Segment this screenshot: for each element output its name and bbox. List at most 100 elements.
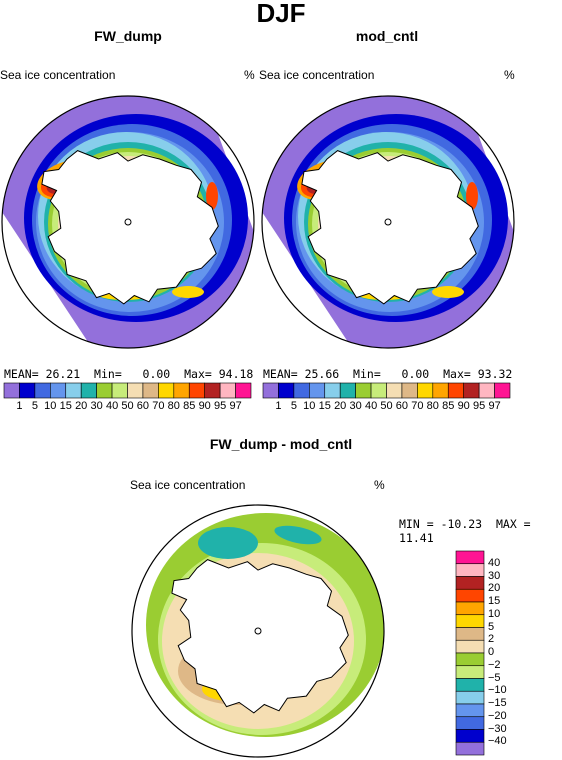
- colorbar-swatch-10: [417, 382, 434, 399]
- colorbar-swatch-9: [142, 382, 159, 399]
- panel1-min-label: Min=: [94, 367, 122, 381]
- colorbar-swatch-11: [173, 382, 190, 399]
- antarctica-continent: [41, 150, 219, 305]
- south-pole-marker: [124, 218, 132, 226]
- panel3-colorbar: [455, 550, 485, 756]
- panel2-map: [262, 96, 514, 348]
- colorbar-swatch-15: [494, 382, 511, 399]
- panel1-min-value: 0.00: [142, 367, 171, 381]
- panel1-max-label: Max=: [184, 367, 212, 381]
- colorbar-swatch-13: [204, 382, 221, 399]
- panel1-colorbar: [3, 382, 252, 399]
- colorbar-swatch-7: [111, 382, 128, 399]
- panel1-mean-label: MEAN=: [4, 367, 39, 381]
- colorbar-swatch-0: [455, 550, 485, 565]
- colorbar-tick-label: 30: [90, 400, 103, 412]
- colorbar-tick-label: 10: [303, 400, 316, 412]
- colorbar-swatch-7: [455, 639, 485, 654]
- colorbar-tick-label: −5: [488, 671, 501, 684]
- colorbar-tick-label: 20: [488, 582, 501, 595]
- colorbar-swatch-12: [188, 382, 205, 399]
- colorbar-tick-label: 15: [488, 595, 501, 607]
- colorbar-tick-label: 5: [488, 620, 495, 633]
- ice-patch-80pct-east: [432, 286, 464, 298]
- colorbar-tick-label: 50: [380, 400, 393, 412]
- colorbar-swatch-11: [455, 690, 485, 705]
- colorbar-tick-label: −40: [488, 735, 507, 748]
- colorbar-swatch-4: [324, 382, 341, 399]
- colorbar-tick-label: −15: [488, 697, 507, 709]
- colorbar-swatch-12: [447, 382, 464, 399]
- colorbar-swatch-4: [455, 601, 485, 616]
- colorbar-tick-label: 20: [75, 400, 88, 412]
- colorbar-swatch-3: [50, 382, 67, 399]
- panel2-max-label: Max=: [443, 367, 471, 381]
- colorbar-tick-label: 10: [44, 400, 57, 412]
- panel3-min-label: MIN =: [399, 517, 434, 531]
- colorbar-swatch-8: [386, 382, 403, 399]
- colorbar-tick-label: 90: [457, 400, 470, 412]
- panel2-min-value: 0.00: [401, 367, 430, 381]
- panel1-max-value: 94.18: [218, 367, 254, 381]
- colorbar-tick-label: 97: [229, 400, 242, 412]
- colorbar-swatch-2: [34, 382, 51, 399]
- antarctica-continent: [171, 559, 349, 714]
- south-pole-marker: [384, 218, 392, 226]
- panel3-map: [132, 505, 384, 757]
- colorbar-tick-label: 70: [152, 400, 165, 412]
- colorbar-tick-label: 0: [488, 646, 495, 658]
- colorbar-swatch-3: [309, 382, 326, 399]
- colorbar-tick-label: 40: [364, 400, 378, 412]
- colorbar-swatch-0: [262, 382, 279, 399]
- colorbar-swatch-4: [65, 382, 82, 399]
- panel1-mean-value: 26.21: [45, 367, 81, 381]
- panel1-map: [2, 96, 254, 348]
- figure-title: DJF: [256, 0, 306, 28]
- map-border: [1, 95, 255, 349]
- colorbar-swatch-5: [339, 382, 356, 399]
- panel3-stats: MIN = -10.23 MAX = 11.41: [399, 517, 562, 545]
- colorbar-swatch-10: [455, 678, 485, 692]
- panel2-mean-label: MEAN=: [263, 367, 298, 381]
- colorbar-swatch-8: [127, 382, 144, 399]
- colorbar-tick-label: 30: [488, 569, 501, 582]
- colorbar-tick-label: 60: [136, 400, 150, 412]
- colorbar-tick-label: 5: [290, 400, 297, 412]
- colorbar-swatch-6: [355, 382, 372, 399]
- colorbar-tick-label: 85: [442, 400, 455, 412]
- colorbar-swatch-3: [455, 588, 485, 603]
- colorbar-swatch-6: [455, 627, 485, 641]
- colorbar-swatch-9: [455, 665, 485, 679]
- colorbar-swatch-1: [19, 382, 36, 399]
- colorbar-swatch-15: [235, 382, 252, 399]
- panel2-units-label: %: [504, 68, 515, 82]
- panel2-max-value: 93.32: [477, 367, 513, 381]
- colorbar-tick-label: 30: [349, 400, 362, 412]
- colorbar-tick-label: 5: [31, 400, 38, 412]
- colorbar-swatch-15: [455, 741, 485, 756]
- panel-title-mod-cntl: mod_cntl: [355, 28, 419, 44]
- colorbar-swatch-0: [3, 382, 20, 399]
- colorbar-tick-label: 40: [105, 400, 119, 412]
- colorbar-tick-label: −20: [488, 709, 507, 722]
- colorbar-swatch-1: [278, 382, 295, 399]
- panel2-stats: MEAN= 25.66 Min= 0.00 Max= 93.32: [263, 367, 512, 381]
- colorbar-tick-label: −2: [488, 658, 501, 671]
- colorbar-tick-label: 80: [167, 400, 180, 412]
- colorbar-swatch-13: [455, 716, 485, 730]
- colorbar-swatch-2: [455, 576, 485, 590]
- colorbar-tick-label: 1: [275, 400, 282, 412]
- colorbar-swatch-7: [370, 382, 387, 399]
- colorbar-tick-label: 15: [318, 400, 331, 412]
- panel2-min-label: Min=: [353, 367, 381, 381]
- colorbar-tick-label: 70: [411, 400, 424, 412]
- panel3-variable-label: Sea ice concentration: [130, 478, 246, 492]
- colorbar-swatch-12: [455, 703, 485, 718]
- panel3-max-value: 11.41: [399, 531, 434, 545]
- colorbar-swatch-8: [455, 652, 485, 667]
- colorbar-swatch-14: [478, 382, 495, 399]
- ice-patch-90pct-east: [466, 182, 478, 210]
- colorbar-tick-label: −10: [488, 684, 507, 697]
- colorbar-swatch-14: [219, 382, 236, 399]
